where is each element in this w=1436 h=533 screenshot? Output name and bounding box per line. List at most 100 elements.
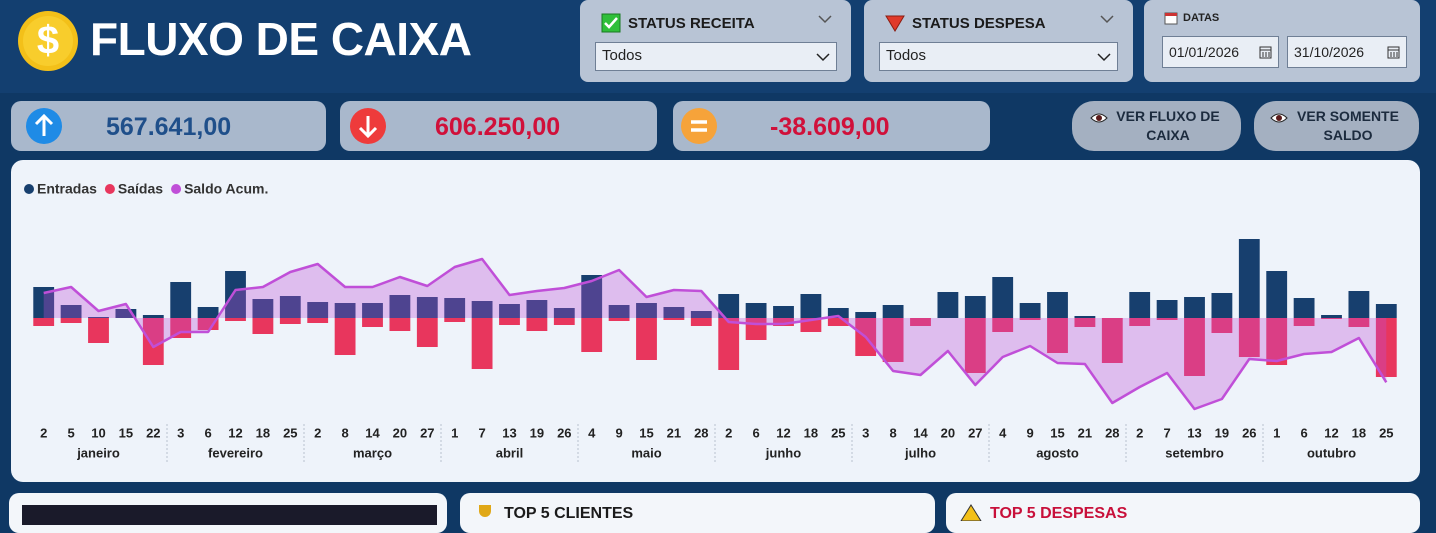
x-tick-label: 26 bbox=[557, 425, 571, 440]
bar bbox=[1238, 239, 1260, 318]
x-tick-label: 28 bbox=[694, 425, 708, 440]
bar bbox=[690, 311, 712, 318]
bar bbox=[1238, 318, 1260, 357]
x-tick-label: 19 bbox=[530, 425, 544, 440]
date-end: 31/10/2026 bbox=[1294, 44, 1365, 60]
bar bbox=[773, 306, 794, 318]
x-tick-label: 1 bbox=[1273, 425, 1280, 440]
month-label: março bbox=[353, 445, 392, 460]
legend-label: Entradas bbox=[37, 181, 97, 197]
x-tick-label: 14 bbox=[913, 425, 928, 440]
bar bbox=[827, 318, 849, 326]
date-label: DATAS bbox=[1183, 12, 1220, 24]
month-label: setembro bbox=[1165, 445, 1224, 460]
bar bbox=[553, 318, 575, 325]
x-tick-label: 3 bbox=[862, 425, 869, 440]
collapse-chevron[interactable] bbox=[818, 14, 832, 24]
triangle-icon bbox=[885, 15, 905, 32]
x-tick-label: 28 bbox=[1105, 425, 1119, 440]
bar bbox=[718, 294, 740, 318]
bar bbox=[992, 318, 1014, 332]
bar bbox=[553, 308, 575, 318]
bar bbox=[1184, 318, 1205, 376]
kpi-card: 606.250,00 bbox=[340, 101, 657, 151]
bar bbox=[1129, 318, 1151, 326]
bar bbox=[1074, 318, 1096, 327]
filter-dropdown[interactable]: Todos bbox=[879, 42, 1118, 71]
date-input[interactable]: 31/10/2026 bbox=[1287, 36, 1407, 68]
dropdown-arrow bbox=[816, 53, 830, 62]
month-label: maio bbox=[631, 445, 661, 460]
x-tick-label: 9 bbox=[1026, 425, 1033, 440]
view-balance-button[interactable]: VER SOMENTE SALDO bbox=[1254, 101, 1419, 151]
trophy-icon bbox=[479, 505, 491, 517]
month-label: janeiro bbox=[76, 445, 120, 460]
bar bbox=[416, 297, 438, 318]
bar bbox=[882, 305, 904, 318]
warning-icon bbox=[960, 504, 982, 521]
bar bbox=[1047, 318, 1068, 353]
bar bbox=[1321, 315, 1342, 318]
bar bbox=[581, 318, 603, 352]
x-tick-label: 14 bbox=[365, 425, 380, 440]
x-tick-label: 22 bbox=[146, 425, 160, 440]
x-tick-label: 18 bbox=[1352, 425, 1366, 440]
x-tick-label: 7 bbox=[478, 425, 485, 440]
x-tick-label: 2 bbox=[725, 425, 732, 440]
x-tick-label: 7 bbox=[1163, 425, 1170, 440]
bar bbox=[1211, 318, 1233, 333]
chart: Entradas Saídas Saldo Acum.2 5 10 15 22 3 6 12 18 2… bbox=[24, 181, 1397, 464]
kpi-value: 567.641,00 bbox=[106, 113, 232, 141]
panel-title: TOP 5 DESPESAS bbox=[990, 505, 1128, 522]
bar bbox=[910, 318, 931, 326]
view-cashflow-button[interactable]: VER FLUXO DE CAIXA bbox=[1072, 101, 1241, 151]
bar bbox=[1266, 318, 1288, 365]
x-tick-label: 8 bbox=[889, 425, 896, 440]
bar bbox=[718, 318, 740, 370]
x-tick-label: 25 bbox=[283, 425, 297, 440]
bar bbox=[1129, 292, 1151, 318]
bar bbox=[800, 294, 822, 318]
table-panel bbox=[9, 493, 447, 533]
filter-card: STATUS RECEITA Todos bbox=[580, 0, 851, 82]
bar bbox=[499, 304, 520, 318]
date-input[interactable]: 01/01/2026 bbox=[1162, 36, 1279, 68]
bar bbox=[1266, 271, 1288, 318]
bar bbox=[1047, 292, 1068, 318]
eye-icon bbox=[1270, 113, 1288, 123]
x-tick-label: 15 bbox=[119, 425, 133, 440]
x-tick-label: 8 bbox=[341, 425, 348, 440]
bar bbox=[745, 303, 767, 318]
calendar-icon bbox=[1164, 12, 1178, 25]
x-tick-label: 5 bbox=[67, 425, 74, 440]
date-start: 01/01/2026 bbox=[1169, 44, 1240, 60]
x-tick-label: 27 bbox=[968, 425, 982, 440]
line bbox=[43, 257, 1388, 411]
bar bbox=[444, 298, 466, 318]
x-tick-label: 25 bbox=[831, 425, 845, 440]
filter-label: STATUS DESPESA bbox=[912, 15, 1046, 32]
x-tick-label: 4 bbox=[999, 425, 1007, 440]
bar bbox=[992, 277, 1014, 318]
bar bbox=[88, 317, 109, 318]
x-tick-label: 15 bbox=[1050, 425, 1064, 440]
expenses-panel: TOP 5 DESPESAS bbox=[946, 493, 1420, 533]
x-tick-label: 26 bbox=[1242, 425, 1256, 440]
bar bbox=[389, 318, 411, 331]
x-tick-label: 13 bbox=[1187, 425, 1201, 440]
bar bbox=[33, 318, 55, 326]
bar bbox=[444, 318, 466, 322]
page-title: FLUXO DE CAIXA bbox=[90, 13, 472, 65]
svg-text:$: $ bbox=[37, 19, 59, 63]
bar bbox=[964, 296, 986, 318]
filter-dropdown[interactable]: Todos bbox=[595, 42, 837, 71]
bar bbox=[334, 303, 356, 318]
bar bbox=[1293, 298, 1315, 318]
collapse-chevron[interactable] bbox=[1100, 14, 1114, 24]
legend-label: Saldo Acum. bbox=[184, 181, 268, 197]
button-label: VER FLUXO DE CAIXA bbox=[1116, 108, 1220, 143]
bar bbox=[663, 307, 685, 318]
x-tick-label: 12 bbox=[1324, 425, 1338, 440]
bar bbox=[252, 299, 274, 318]
